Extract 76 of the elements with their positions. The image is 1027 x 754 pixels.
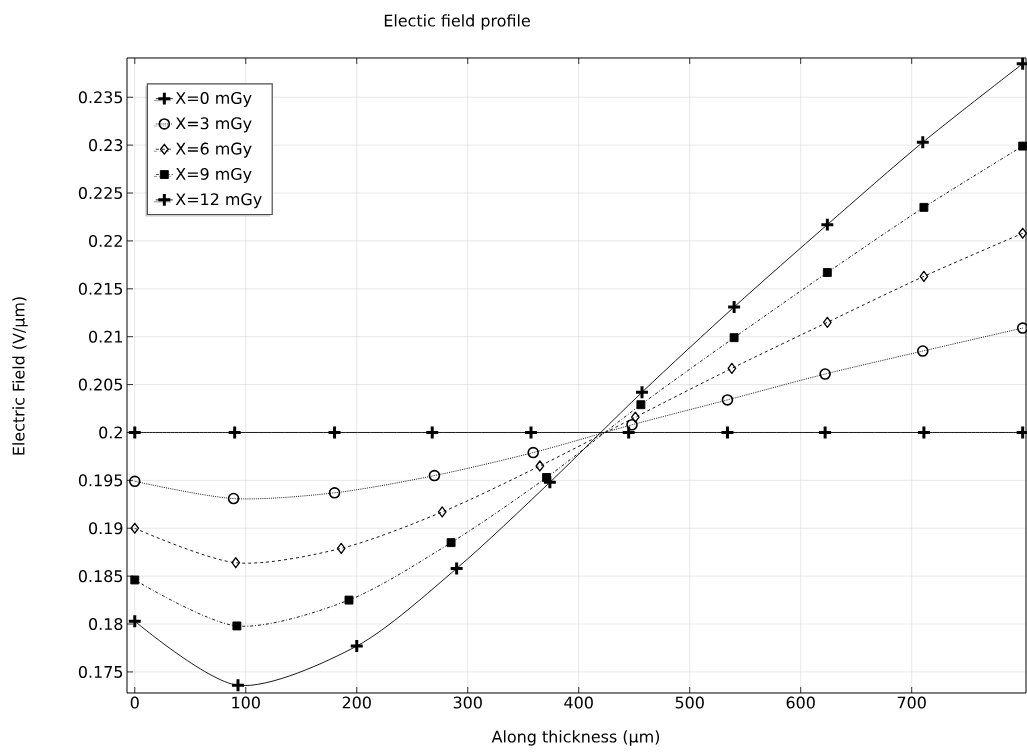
point (523, 424, 539, 440)
line-series (127, 56, 1027, 693)
y-tick-label: 0.235 (78, 91, 123, 104)
point (227, 492, 240, 505)
point (127, 424, 143, 440)
x-tick-label: 0 (130, 696, 139, 709)
y-tick-label: 0.19 (89, 522, 123, 535)
point (437, 506, 447, 518)
point (349, 638, 365, 654)
point (328, 487, 341, 499)
point (626, 419, 638, 431)
y-tick-label: 0.22 (89, 234, 122, 247)
point (127, 613, 143, 629)
x-axis-title: Along thickness (µm) (491, 730, 660, 746)
point (634, 384, 650, 400)
point (621, 424, 637, 440)
point (542, 474, 558, 490)
y-tick-label: 0.195 (78, 474, 123, 487)
point (449, 561, 465, 576)
point (327, 424, 343, 440)
y-tick-label: 0.215 (78, 282, 123, 295)
legend-label: X=3 mGy (175, 117, 252, 133)
y-tick-label: 0.175 (78, 665, 123, 678)
point (446, 538, 456, 548)
point (1018, 227, 1027, 239)
point (819, 368, 831, 380)
point (227, 424, 243, 440)
point (916, 424, 932, 440)
point (915, 134, 931, 150)
point (727, 362, 737, 374)
x-tick-label: 600 (786, 696, 815, 709)
point (230, 677, 246, 693)
point (721, 394, 734, 406)
y-tick-label: 0.205 (78, 378, 123, 391)
point (231, 557, 241, 569)
point (527, 446, 539, 459)
point (344, 595, 354, 605)
y-tick-label: 0.18 (89, 618, 123, 631)
point (232, 621, 242, 631)
point (130, 522, 140, 534)
point (129, 475, 141, 488)
point (336, 542, 346, 554)
point (917, 345, 929, 357)
legend-label: X=0 mGy (175, 91, 252, 108)
x-tick-label: 300 (453, 696, 482, 709)
y-tick-label: 0.225 (78, 187, 123, 200)
point (1016, 322, 1027, 334)
point (636, 400, 646, 410)
point (819, 217, 835, 233)
x-tick-label: 100 (232, 696, 260, 709)
x-tick-label: 500 (675, 696, 704, 709)
y-tick-label: 0.185 (78, 570, 123, 583)
legend-label: X=9 mGy (175, 167, 252, 184)
point (130, 575, 140, 585)
point (719, 424, 735, 440)
point (535, 460, 545, 472)
point (729, 333, 739, 343)
x-tick-label: 400 (564, 696, 593, 709)
y-tick-label: 0.21 (89, 330, 123, 343)
legend-label: X=12 mGy (175, 193, 262, 209)
y-axis-title: Electric Field (V/µm) (12, 297, 28, 455)
y-tick-label: 0.23 (89, 139, 123, 152)
point (424, 424, 440, 440)
point (630, 411, 640, 423)
point (428, 469, 441, 482)
point (817, 424, 833, 440)
point (822, 316, 832, 328)
point (919, 270, 929, 282)
point (919, 202, 929, 212)
chart-title: Electic field profile (384, 14, 530, 30)
point (726, 299, 742, 315)
legend-label: X=6 mGy (175, 142, 252, 158)
y-tick-label: 0.2 (99, 426, 122, 439)
point (822, 268, 832, 277)
x-tick-label: 200 (342, 696, 371, 709)
x-tick-label: 700 (897, 696, 926, 709)
